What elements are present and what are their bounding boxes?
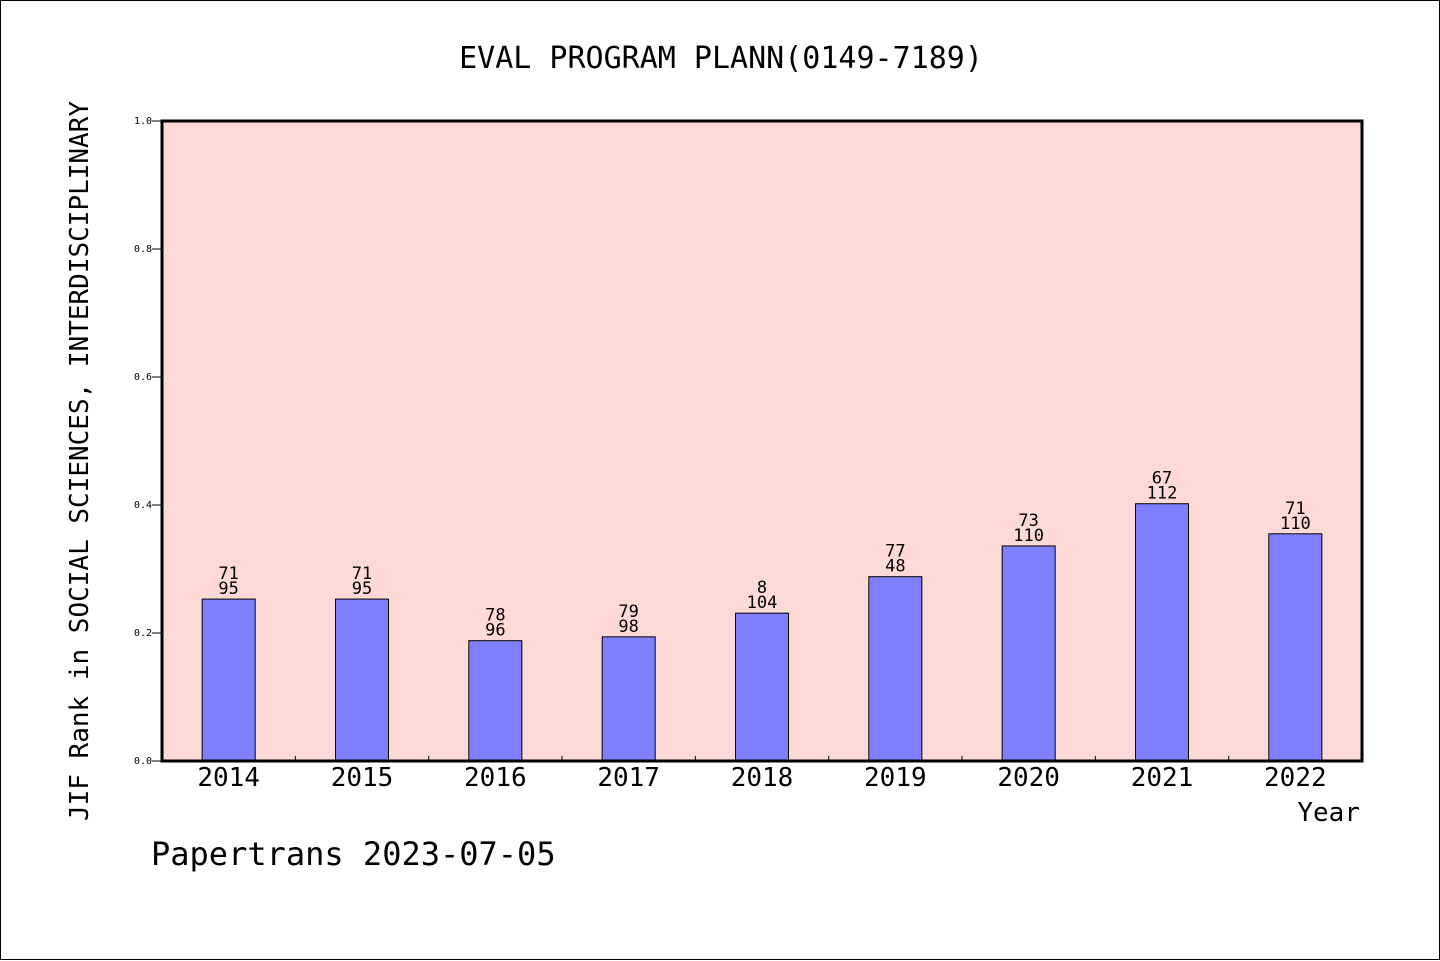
- bar-total-label: 96: [485, 621, 505, 641]
- y-tick-label: 0.4: [134, 500, 152, 511]
- bar-rank-label: 73: [1018, 511, 1038, 531]
- x-tick-label: 2018: [731, 763, 794, 793]
- plot-border: [160, 119, 1364, 763]
- bar-rank-label: 71: [352, 564, 372, 584]
- bar-2022: [1268, 533, 1323, 762]
- y-tick-label: 0.0: [134, 756, 152, 767]
- bar-rank-label: 8: [757, 578, 767, 598]
- bar-2017: [601, 636, 656, 762]
- bar-total-label: 48: [885, 557, 905, 577]
- bar-rank-label: 71: [1285, 499, 1305, 519]
- y-axis: 0.0 0.2 0.4 0.6 0.8 1.0: [134, 116, 162, 767]
- bar-total-label: 95: [352, 579, 372, 599]
- y-tick-label: 0.6: [134, 372, 152, 383]
- bar-2021: [1135, 503, 1189, 762]
- footer-credit: Papertrans 2023-07-05: [151, 835, 556, 873]
- x-tick-label: 2019: [864, 763, 927, 793]
- x-axis: 2014 2015 2016 2017 2018 2019 2020 2021 2022: [197, 756, 1327, 793]
- bar-2014: [201, 598, 256, 762]
- bar-rank-label: 67: [1152, 469, 1172, 489]
- bar-total-label: 104: [747, 593, 778, 613]
- bar-total-label: 98: [618, 617, 638, 637]
- x-tick-label: 2015: [331, 763, 394, 793]
- x-tick-label: 2020: [997, 763, 1060, 793]
- x-axis-label: Year: [1297, 798, 1360, 828]
- bar-total-label: 112: [1147, 484, 1178, 504]
- y-tick-label: 0.2: [134, 628, 152, 639]
- x-tick-label: 2014: [197, 763, 260, 793]
- y-tick-label: 1.0: [134, 116, 152, 127]
- bar-total-label: 95: [218, 579, 238, 599]
- bar-total-label: 110: [1013, 526, 1044, 546]
- bar-rank-label: 71: [218, 564, 238, 584]
- bar-rank-label: 79: [618, 602, 638, 622]
- bars-group: [201, 503, 1323, 762]
- x-tick-label: 2016: [464, 763, 527, 793]
- y-tick-label: 0.8: [134, 244, 152, 255]
- chart-title: EVAL PROGRAM PLANN(0149-7189): [459, 41, 983, 76]
- y-axis-label: JIF Rank in SOCIAL SCIENCES, INTERDISCIP…: [65, 101, 95, 821]
- bar-total-label: 110: [1280, 514, 1311, 534]
- bar-2018: [735, 612, 789, 762]
- x-tick-label: 2021: [1131, 763, 1194, 793]
- bar-2020: [1001, 545, 1056, 762]
- bar-2019: [868, 576, 923, 762]
- bar-rank-label: 77: [885, 542, 905, 562]
- bar-2015: [335, 598, 389, 762]
- x-tick-label: 2017: [597, 763, 660, 793]
- bar-2016: [468, 640, 523, 762]
- x-tick-label: 2022: [1264, 763, 1327, 793]
- bar-rank-label: 78: [485, 606, 505, 626]
